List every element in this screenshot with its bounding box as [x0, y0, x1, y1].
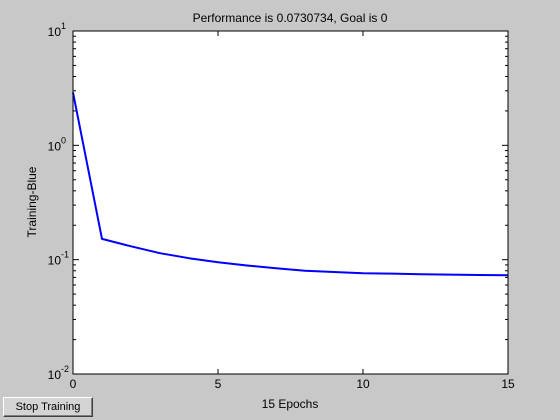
x-tick-label: 0 [70, 377, 77, 391]
y-tick-label: 10 [48, 254, 62, 268]
x-tick-label: 5 [215, 377, 222, 391]
chart-title: Performance is 0.0730734, Goal is 0 [193, 11, 388, 25]
y-tick-label: 10 [48, 139, 62, 153]
y-axis-label: Training-Blue [25, 166, 39, 237]
x-tick-label: 15 [501, 377, 515, 391]
y-tick-label: 10 [48, 25, 62, 39]
axes-frame [72, 30, 509, 375]
stop-training-button[interactable]: Stop Training [3, 397, 93, 417]
plot-area [73, 31, 508, 374]
training-performance-line [72, 92, 509, 277]
y-tick-exponent: -2 [61, 364, 69, 374]
y-tick-exponent: 1 [61, 21, 66, 31]
y-tick-exponent: -1 [61, 250, 69, 260]
y-tick-label: 10 [48, 368, 62, 382]
x-tick-label: 10 [356, 377, 370, 391]
x-axis-label: 15 Epochs [262, 397, 319, 411]
y-tick-exponent: 0 [61, 135, 66, 145]
